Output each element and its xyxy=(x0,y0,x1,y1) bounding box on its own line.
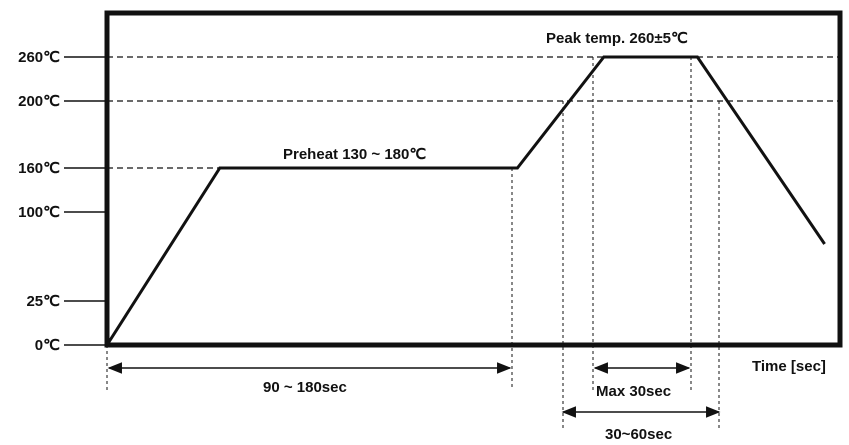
temperature-profile-line xyxy=(105,55,826,346)
x-axis-label: Time [sec] xyxy=(752,358,826,375)
max-span-label: Max 30sec xyxy=(596,383,671,400)
y-tick-label: 25℃ xyxy=(26,293,60,310)
y-tick-label: 160℃ xyxy=(18,160,60,177)
plot-frame xyxy=(104,10,843,348)
dashed-level-lines xyxy=(107,56,840,169)
y-tick-label: 100℃ xyxy=(18,204,60,221)
y-tick-label: 200℃ xyxy=(18,93,60,110)
y-tick-label: 260℃ xyxy=(18,49,60,66)
y-axis-ticks: 0℃ 25℃ 100℃ 160℃ 200℃ 260℃ xyxy=(18,49,107,354)
time-marker-lines xyxy=(106,57,720,430)
peak-label: Peak temp. 260±5℃ xyxy=(546,30,688,47)
y-tick-label: 0℃ xyxy=(35,337,60,354)
preheat-label: Preheat 130 ~ 180℃ xyxy=(283,146,426,163)
above200-span-label: 30~60sec xyxy=(605,426,672,443)
preheat-span-label: 90 ~ 180sec xyxy=(263,379,347,396)
